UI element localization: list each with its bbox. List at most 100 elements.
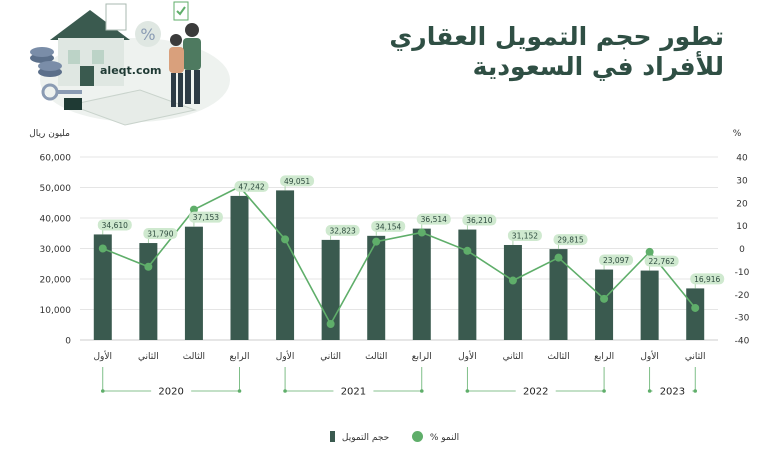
bar [367, 235, 386, 340]
data-label: 22,762 [649, 257, 675, 266]
legend-item-finance: حجم التمويل [330, 431, 389, 443]
bar [503, 244, 522, 340]
year-label: 2023 [660, 387, 685, 398]
y-tick-label: 60,000 [40, 154, 72, 164]
growth-point [98, 244, 107, 253]
data-label-bg [507, 229, 542, 241]
x-tick-label: الثاني [503, 352, 524, 362]
year-bracket-dot [419, 389, 424, 393]
puzzle-icon [64, 98, 82, 110]
data-label: 36,514 [421, 215, 447, 224]
bar [686, 288, 705, 340]
year-bracket-dot [283, 389, 287, 393]
y-tick-label: 30,000 [40, 245, 72, 255]
svg-text:%: % [140, 25, 155, 44]
data-label: 34,154 [375, 222, 401, 231]
bar [412, 228, 431, 340]
x-tick-label: الأول [94, 350, 113, 362]
growth-point [508, 276, 517, 285]
growth-point [326, 319, 335, 328]
year-bracket-dot [693, 389, 698, 393]
data-label-bg [325, 224, 360, 236]
growth-point [645, 247, 654, 256]
legend: حجم التمويل النمو % [330, 428, 470, 446]
growth-point [281, 235, 290, 244]
bar [139, 243, 158, 340]
year-label: 2020 [158, 387, 183, 398]
bar [276, 190, 295, 340]
data-label-bg [188, 211, 223, 223]
x-tick-label: الأول [640, 350, 659, 362]
year-bracket-dot [602, 389, 606, 393]
couple-icon [169, 23, 201, 107]
y2-axis-label: % [733, 129, 742, 139]
x-tick-label: الرابع [412, 352, 432, 362]
data-label-bg [97, 219, 132, 231]
growth-point [417, 228, 426, 237]
x-tick-label: الرابع [594, 352, 614, 362]
year-bracket-dot [100, 389, 105, 393]
bar [230, 195, 249, 340]
data-label: 47,242 [238, 182, 264, 191]
x-tick-label: الثاني [138, 352, 159, 362]
coins-icon [30, 47, 62, 77]
data-label: 29,815 [557, 236, 583, 245]
x-tick-label: الثالث [183, 352, 205, 362]
y2-tick-label: -20 [735, 291, 750, 301]
chart-title: تطور حجم التمويل العقاري للأفراد في السع… [389, 22, 724, 81]
data-label: 37,153 [193, 213, 219, 222]
data-label: 31,152 [512, 231, 538, 240]
data-label: 49,051 [284, 177, 310, 186]
legend-label-finance: حجم التمويل [341, 433, 390, 443]
percent-icon: % [135, 21, 161, 47]
year-label: 2022 [523, 387, 548, 398]
y-tick-label: 20,000 [40, 276, 72, 286]
bar [640, 270, 659, 340]
x-tick-label: الرابع [229, 352, 249, 362]
y-tick-label: 40,000 [40, 215, 72, 225]
data-label: 34,610 [102, 221, 128, 230]
legend-label-growth: النمو % [429, 433, 460, 443]
data-label-bg [599, 254, 634, 266]
bar [458, 229, 477, 340]
data-label-bg [143, 228, 178, 240]
data-label-bg [280, 175, 315, 187]
y2-tick-label: 20 [736, 199, 748, 209]
y2-tick-label: 40 [736, 154, 748, 164]
year-bracket-dot [647, 389, 652, 393]
growth-point [144, 262, 153, 271]
data-label-bg [644, 255, 679, 267]
data-label-bg [234, 180, 269, 192]
bar [184, 226, 203, 340]
data-label: 36,210 [466, 216, 492, 225]
x-tick-label: الثالث [547, 352, 569, 362]
data-label-bg [371, 220, 406, 232]
bar [595, 269, 614, 340]
growth-point [600, 294, 609, 303]
bar [549, 249, 568, 340]
data-label-bg [690, 273, 725, 285]
data-label: 31,790 [147, 230, 173, 239]
legend-swatch-bar [330, 431, 335, 442]
data-label: 32,823 [330, 226, 356, 235]
y-axis-label: مليون ريال [29, 129, 70, 139]
growth-line [102, 185, 696, 326]
y-tick-label: 0 [65, 337, 71, 347]
y2-tick-label: -30 [735, 314, 750, 324]
bar [93, 234, 112, 340]
year-label: 2021 [341, 387, 366, 398]
y2-tick-label: -10 [735, 268, 750, 278]
growth-point [554, 253, 563, 262]
x-tick-label: الثاني [685, 352, 706, 362]
y2-tick-label: 30 [736, 176, 748, 186]
y2-tick-label: 10 [736, 222, 748, 232]
housing-illustration: % [30, 1, 230, 126]
key-icon [41, 83, 82, 101]
data-label-bg [462, 214, 497, 226]
year-bracket-dot [237, 389, 242, 393]
data-label: 16,916 [694, 275, 720, 284]
y2-tick-label: 0 [739, 245, 745, 255]
growth-point [463, 246, 472, 255]
house-icon [50, 3, 130, 86]
